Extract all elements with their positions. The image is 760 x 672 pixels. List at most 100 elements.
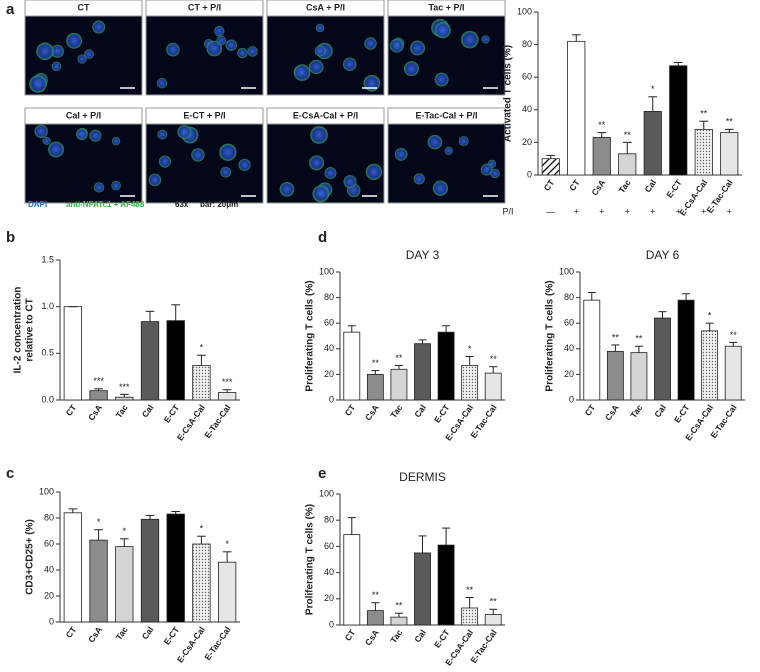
cell <box>427 134 443 150</box>
row-label: P/I <box>502 206 513 216</box>
cell <box>315 23 325 33</box>
bar <box>366 610 384 626</box>
bar <box>630 352 648 401</box>
image-label: E-Tac-Cal + P/I <box>415 110 477 120</box>
image-label-box <box>24 107 143 125</box>
y-axis-label: Proliferating T cells (%) <box>305 504 316 615</box>
image-label-box <box>266 107 385 125</box>
x-tick-label: E-CT <box>672 402 692 425</box>
cell <box>158 155 171 168</box>
y-axis-label: Activated T cells (%) <box>503 45 514 142</box>
y-axis-label: IL-2 concentration <box>13 287 24 374</box>
bar <box>192 543 211 623</box>
x-tick-label: CT <box>343 402 358 418</box>
y-tick-label: 40 <box>324 567 334 577</box>
x-tick-label: CsA <box>86 625 104 645</box>
x-tick-label: Tac <box>616 177 632 194</box>
cell <box>177 124 192 139</box>
significance: ** <box>395 601 403 611</box>
y-tick-label: 80 <box>522 39 532 49</box>
x-tick-label: CT <box>64 402 79 418</box>
cell <box>480 163 493 176</box>
cell <box>309 155 325 171</box>
bar <box>643 111 662 176</box>
cell <box>343 175 357 189</box>
bar <box>484 614 502 626</box>
y-tick-label: 0 <box>527 169 532 179</box>
microscopy-panels: CT CT + P/I CsA + P/I Tac + P/I Cal + P/I E-C… <box>24 0 506 204</box>
significance: ** <box>372 590 380 600</box>
x-tick-label: E-CT <box>664 177 684 200</box>
significance: ** <box>624 130 632 140</box>
significance: *** <box>222 377 233 387</box>
row-value: + <box>650 206 655 216</box>
bar <box>541 158 560 176</box>
image-label-box <box>387 0 506 17</box>
y-tick-label: 60 <box>522 72 532 82</box>
cell <box>342 57 357 72</box>
bar <box>654 317 671 401</box>
bar <box>89 539 108 623</box>
bar <box>724 345 742 401</box>
y-tick-label: 0 <box>329 394 334 404</box>
y-tick-label: 20 <box>324 369 334 379</box>
bar <box>192 365 211 401</box>
cell <box>324 167 337 180</box>
cell <box>42 136 51 145</box>
bar <box>63 306 83 401</box>
significance: ** <box>635 334 643 344</box>
x-tick-label: Tac <box>628 402 644 419</box>
bar <box>592 137 611 176</box>
cell <box>92 20 106 34</box>
image-legend: bar: 20μm <box>200 200 238 209</box>
y-tick-label: 60 <box>564 318 574 328</box>
y-tick-label: 1.0 <box>41 301 54 311</box>
cell <box>444 146 453 155</box>
image-label: CsA + P/I <box>306 2 345 12</box>
x-tick-label: Cal <box>652 403 668 420</box>
cell <box>34 124 48 139</box>
bar <box>166 320 185 401</box>
x-tick-label: CsA <box>86 403 104 423</box>
y-axis-label: relative to CT <box>25 298 36 361</box>
cell <box>314 45 326 57</box>
x-tick-label: Tac <box>114 624 130 641</box>
image-label: E-CT + P/I <box>183 110 225 120</box>
cell <box>432 180 449 196</box>
bar <box>166 513 185 623</box>
cell <box>191 148 205 162</box>
bar <box>63 512 83 623</box>
significance: * <box>708 311 712 321</box>
cell <box>66 32 82 49</box>
bar <box>343 331 361 401</box>
cell <box>166 42 180 57</box>
bar <box>484 372 502 401</box>
cell <box>279 182 295 197</box>
y-axis-label: Proliferating T cells (%) <box>545 280 556 391</box>
bar <box>461 607 479 626</box>
bar <box>366 373 384 401</box>
cell <box>148 173 162 187</box>
cell <box>77 54 87 64</box>
row-value: + <box>599 206 604 216</box>
significance: * <box>123 526 127 536</box>
cell <box>84 49 94 60</box>
cell <box>214 25 225 37</box>
cell <box>93 182 105 193</box>
cell <box>111 136 121 146</box>
significance: ** <box>490 354 498 364</box>
y-axis-label: Proliferating T cells (%) <box>305 280 316 391</box>
x-tick-label: CsA <box>363 403 381 423</box>
image-label-box <box>145 0 264 17</box>
panel-label: a <box>6 1 15 18</box>
x-tick-label: E-Tac-Cal <box>202 625 232 662</box>
cell <box>410 40 425 56</box>
y-tick-label: 20 <box>564 369 574 379</box>
y-tick-label: 0 <box>329 619 334 629</box>
image-label-box <box>145 107 264 125</box>
x-tick-label: CsA <box>603 403 621 423</box>
y-tick-label: 40 <box>564 343 574 353</box>
cell <box>36 42 54 61</box>
cell <box>76 128 88 141</box>
image-label-box <box>387 107 506 125</box>
